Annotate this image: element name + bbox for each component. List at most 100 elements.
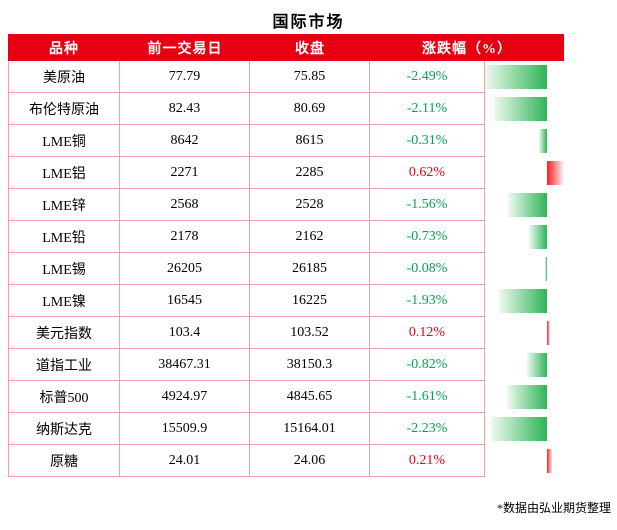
change-bar: [539, 129, 547, 153]
change-bar: [545, 257, 547, 281]
change-pct-cell: -0.08%: [370, 253, 485, 285]
change-bar: [547, 449, 553, 473]
product-cell: 布伦特原油: [8, 93, 120, 125]
change-bar-cell: [485, 445, 564, 477]
page-title: 国际市场: [272, 14, 345, 31]
product-cell: LME铅: [8, 221, 120, 253]
change-bar-cell: [485, 285, 564, 317]
change-bar-cell: [485, 349, 564, 381]
table-row: 原糖 24.01 24.06 0.21%: [8, 445, 564, 477]
change-bar: [484, 65, 547, 89]
col-header-prev-close: 前一交易日: [147, 41, 223, 57]
product-cell: LME铜: [8, 125, 120, 157]
product-cell: 标普500: [8, 381, 120, 413]
close-cell: 24.06: [250, 445, 370, 477]
change-bar: [528, 225, 547, 249]
table-row: 美元指数 103.4 103.52 0.12%: [8, 317, 564, 349]
change-pct-cell: -1.61%: [370, 381, 485, 413]
close-cell: 2528: [250, 189, 370, 221]
prev-close-cell: 8642: [120, 125, 250, 157]
prev-close-cell: 103.4: [120, 317, 250, 349]
change-bar: [508, 193, 547, 217]
change-pct-cell: 0.62%: [370, 157, 485, 189]
table-row: 纳斯达克 15509.9 15164.01 -2.23%: [8, 413, 564, 445]
product-cell: LME锌: [8, 189, 120, 221]
change-bar: [526, 353, 547, 377]
change-bar: [494, 97, 547, 121]
product-cell: 原糖: [8, 445, 120, 477]
market-table: 品种 前一交易日 收盘 涨跌幅（%） 美原油 77.79 75.85 -2.49…: [8, 34, 564, 477]
close-cell: 2162: [250, 221, 370, 253]
table-row: LME铝 2271 2285 0.62%: [8, 157, 564, 189]
table-row: 布伦特原油 82.43 80.69 -2.11%: [8, 93, 564, 125]
close-cell: 75.85: [250, 61, 370, 93]
product-cell: 美元指数: [8, 317, 120, 349]
change-bar-cell: [485, 317, 564, 349]
prev-close-cell: 16545: [120, 285, 250, 317]
prev-close-cell: 26205: [120, 253, 250, 285]
change-bar-cell: [485, 253, 564, 285]
change-bar: [498, 289, 547, 313]
table-row: LME铜 8642 8615 -0.31%: [8, 125, 564, 157]
product-cell: LME铝: [8, 157, 120, 189]
change-pct-cell: -1.93%: [370, 285, 485, 317]
table-row: LME锡 26205 26185 -0.08%: [8, 253, 564, 285]
change-pct-cell: 0.12%: [370, 317, 485, 349]
close-cell: 103.52: [250, 317, 370, 349]
col-header-change: 涨跌幅（%）: [422, 41, 512, 57]
product-cell: 道指工业: [8, 349, 120, 381]
change-pct-cell: -0.73%: [370, 221, 485, 253]
change-bar-cell: [485, 413, 564, 445]
close-cell: 4845.65: [250, 381, 370, 413]
prev-close-cell: 4924.97: [120, 381, 250, 413]
close-cell: 26185: [250, 253, 370, 285]
close-cell: 8615: [250, 125, 370, 157]
table-row: 美原油 77.79 75.85 -2.49%: [8, 61, 564, 93]
change-bar: [547, 161, 563, 185]
change-bar: [491, 417, 547, 441]
change-bar-cell: [485, 157, 564, 189]
change-pct-cell: 0.21%: [370, 445, 485, 477]
change-bar-cell: [484, 61, 564, 93]
data-source-note: *数据由弘业期货整理: [496, 501, 611, 515]
prev-close-cell: 2271: [120, 157, 250, 189]
product-cell: 纳斯达克: [8, 413, 120, 445]
change-pct-cell: -1.56%: [370, 189, 485, 221]
col-header-product: 品种: [49, 41, 79, 57]
close-cell: 80.69: [250, 93, 370, 125]
product-cell: 美原油: [8, 61, 120, 93]
product-cell: LME锡: [8, 253, 120, 285]
close-cell: 16225: [250, 285, 370, 317]
prev-close-cell: 2568: [120, 189, 250, 221]
table-header-row: 品种 前一交易日 收盘 涨跌幅（%）: [8, 34, 564, 61]
close-cell: 38150.3: [250, 349, 370, 381]
table-row: LME锌 2568 2528 -1.56%: [8, 189, 564, 221]
change-bar-cell: [485, 381, 564, 413]
change-bar-cell: [485, 221, 564, 253]
close-cell: 15164.01: [250, 413, 370, 445]
prev-close-cell: 77.79: [120, 61, 250, 93]
table-row: 道指工业 38467.31 38150.3 -0.82%: [8, 349, 564, 381]
change-bar-cell: [485, 93, 564, 125]
table-body: 美原油 77.79 75.85 -2.49% 布伦特原油 82.43 80.69…: [8, 61, 564, 477]
change-bar-cell: [485, 189, 564, 221]
change-pct-cell: -0.31%: [370, 125, 485, 157]
table-row: 标普500 4924.97 4845.65 -1.61%: [8, 381, 564, 413]
change-pct-cell: -2.49%: [370, 61, 485, 93]
table-row: LME铅 2178 2162 -0.73%: [8, 221, 564, 253]
prev-close-cell: 15509.9: [120, 413, 250, 445]
col-header-close: 收盘: [295, 41, 325, 57]
prev-close-cell: 82.43: [120, 93, 250, 125]
change-pct-cell: -0.82%: [370, 349, 485, 381]
close-cell: 2285: [250, 157, 370, 189]
table-row: LME镍 16545 16225 -1.93%: [8, 285, 564, 317]
change-bar: [547, 321, 550, 345]
change-pct-cell: -2.23%: [370, 413, 485, 445]
prev-close-cell: 38467.31: [120, 349, 250, 381]
change-bar-cell: [485, 125, 564, 157]
prev-close-cell: 24.01: [120, 445, 250, 477]
change-pct-cell: -2.11%: [370, 93, 485, 125]
change-bar: [506, 385, 547, 409]
prev-close-cell: 2178: [120, 221, 250, 253]
